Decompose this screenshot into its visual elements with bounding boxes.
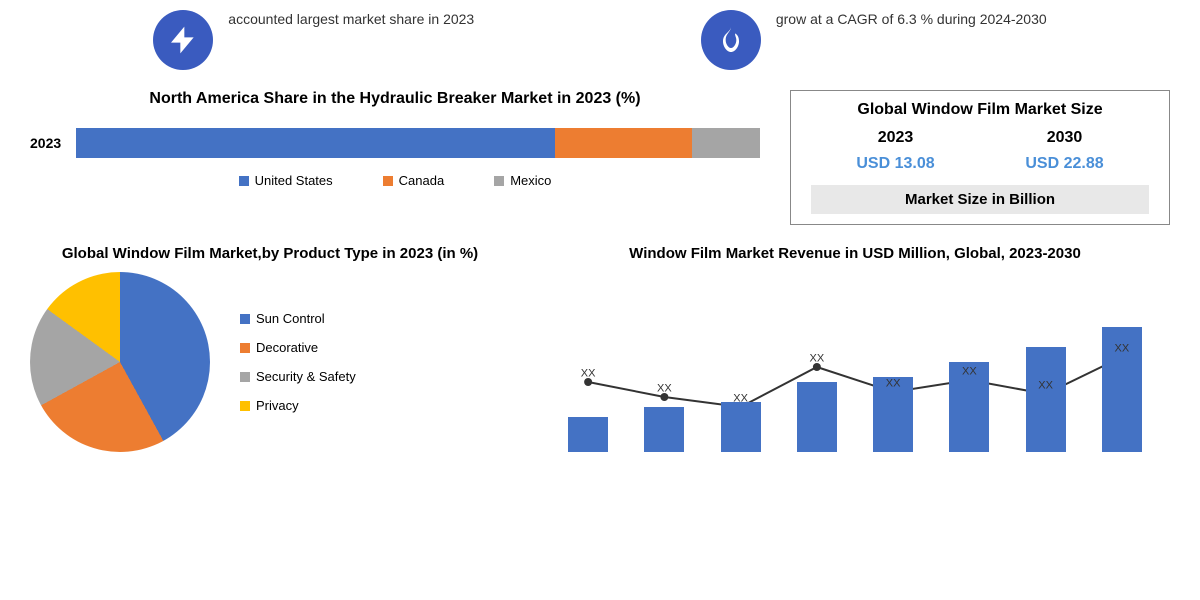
info-block-left: accounted largest market share in 2023 — [153, 10, 474, 70]
market-size-value: USD 22.88 — [1025, 155, 1103, 173]
legend-swatch — [494, 176, 504, 186]
stacked-bar-title: North America Share in the Hydraulic Bre… — [30, 90, 760, 108]
mid-row: North America Share in the Hydraulic Bre… — [0, 70, 1200, 225]
info-text-right: grow at a CAGR of 6.3 % during 2024-2030 — [776, 10, 1047, 30]
market-size-box: Global Window Film Market Size 2023 USD 1… — [790, 90, 1170, 225]
revenue-chart-title: Window Film Market Revenue in USD Millio… — [540, 245, 1170, 262]
info-text-left: accounted largest market share in 2023 — [228, 10, 474, 30]
lightning-icon — [153, 10, 213, 70]
stacked-segment — [555, 128, 692, 158]
revenue-point-label: XX — [581, 368, 596, 380]
revenue-bar — [797, 382, 837, 452]
market-size-year-col: 2030 USD 22.88 — [1025, 129, 1103, 173]
revenue-point-label: XX — [733, 393, 748, 405]
legend-item: Privacy — [240, 398, 356, 413]
market-size-year: 2023 — [856, 129, 934, 147]
legend-item: Sun Control — [240, 311, 356, 326]
market-size-year: 2030 — [1025, 129, 1103, 147]
bottom-row: Global Window Film Market,by Product Typ… — [0, 225, 1200, 452]
legend-item: Security & Safety — [240, 369, 356, 384]
revenue-bar — [644, 407, 684, 452]
revenue-chart-section: Window Film Market Revenue in USD Millio… — [540, 245, 1170, 452]
market-size-footer: Market Size in Billion — [811, 185, 1149, 214]
legend-item: United States — [239, 173, 333, 188]
market-size-title: Global Window Film Market Size — [811, 101, 1149, 119]
revenue-bar — [568, 417, 608, 452]
revenue-point-label: XX — [886, 378, 901, 390]
revenue-bar — [1026, 347, 1066, 452]
stacked-year-label: 2023 — [30, 135, 61, 151]
revenue-combo-chart: XX XX XX XX XX XX XX XX — [540, 272, 1170, 452]
legend-swatch — [240, 314, 250, 324]
legend-item: Canada — [383, 173, 445, 188]
legend-label: Canada — [399, 173, 445, 188]
pie-chart-wrapper: Sun Control Decorative Security & Safety Pr… — [30, 272, 510, 452]
revenue-point-label: XX — [810, 353, 825, 365]
revenue-point-label: XX — [962, 366, 977, 378]
legend-label: Decorative — [256, 340, 318, 355]
market-size-value: USD 13.08 — [856, 155, 934, 173]
legend-swatch — [240, 401, 250, 411]
stacked-bar-track — [76, 128, 760, 158]
pie-chart-legend: Sun Control Decorative Security & Safety Pr… — [240, 311, 356, 413]
stacked-bar-legend: United States Canada Mexico — [30, 173, 760, 188]
stacked-segment — [76, 128, 555, 158]
legend-item: Decorative — [240, 340, 356, 355]
legend-label: Mexico — [510, 173, 551, 188]
revenue-point-label: XX — [1038, 380, 1053, 392]
revenue-line-overlay — [540, 272, 1170, 452]
legend-label: Sun Control — [256, 311, 325, 326]
top-info-row: accounted largest market share in 2023 g… — [0, 0, 1200, 70]
legend-swatch — [240, 343, 250, 353]
stacked-segment — [692, 128, 760, 158]
legend-label: United States — [255, 173, 333, 188]
pie-chart-graphic — [30, 272, 210, 452]
info-block-right: grow at a CAGR of 6.3 % during 2024-2030 — [701, 10, 1047, 70]
market-size-year-col: 2023 USD 13.08 — [856, 129, 934, 173]
legend-swatch — [383, 176, 393, 186]
stacked-bar-wrapper: 2023 — [30, 128, 760, 158]
revenue-bar — [721, 402, 761, 452]
stacked-bar-chart: North America Share in the Hydraulic Bre… — [30, 90, 760, 225]
legend-swatch — [240, 372, 250, 382]
legend-label: Privacy — [256, 398, 299, 413]
legend-label: Security & Safety — [256, 369, 356, 384]
market-size-years: 2023 USD 13.08 2030 USD 22.88 — [811, 129, 1149, 173]
legend-swatch — [239, 176, 249, 186]
pie-chart-section: Global Window Film Market,by Product Typ… — [30, 245, 510, 452]
legend-item: Mexico — [494, 173, 551, 188]
flame-icon — [701, 10, 761, 70]
revenue-point-label: XX — [657, 383, 672, 395]
pie-chart-title: Global Window Film Market,by Product Typ… — [30, 245, 510, 262]
revenue-point-label: XX — [1115, 343, 1130, 355]
